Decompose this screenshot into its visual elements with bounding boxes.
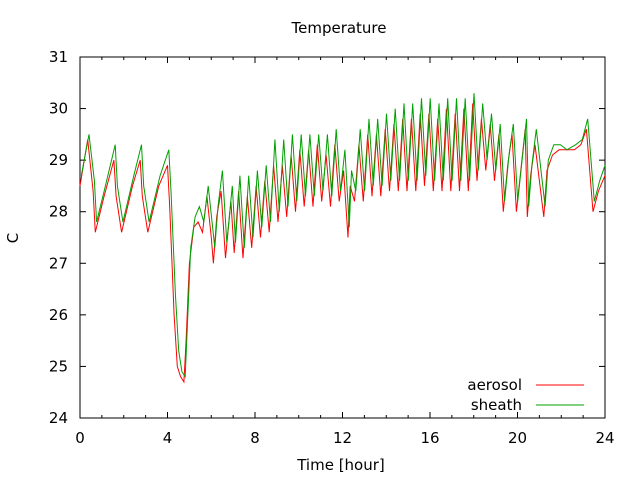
x-tick-label: 4 [163,429,173,447]
y-axis-label: C [4,233,22,243]
y-tick-label: 29 [49,151,68,169]
x-tick-label: 8 [250,429,260,447]
y-tick-label: 25 [49,357,68,375]
y-tick-label: 31 [49,48,68,66]
x-tick-label: 20 [508,429,527,447]
chart-title: Temperature [290,19,386,37]
y-tick-label: 26 [49,306,68,324]
x-tick-label: 12 [333,429,352,447]
legend-label-aerosol: aerosol [467,376,522,394]
x-tick-label: 0 [75,429,85,447]
series-line-aerosol [79,103,606,384]
y-tick-label: 30 [49,100,68,118]
legend-label-sheath: sheath [471,396,522,414]
x-tick-label: 24 [595,429,614,447]
y-tick-label: 24 [49,409,68,427]
axis-ticks: 0 4 8 12 16 20 24 24 25 26 27 28 29 30 31 [49,48,615,447]
x-axis-label: Time [hour] [296,456,385,474]
plot-area-frame [79,56,606,419]
data-series [79,93,606,384]
y-tick-label: 28 [49,203,68,221]
legend: aerosol sheath [467,376,584,414]
y-tick-label: 27 [49,254,68,272]
series-line-sheath [80,93,606,379]
x-tick-label: 16 [420,429,439,447]
